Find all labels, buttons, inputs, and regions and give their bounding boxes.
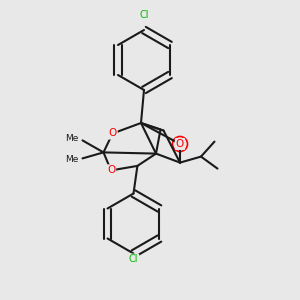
Text: O: O [108,128,117,139]
Text: Me: Me [65,134,79,143]
Text: O: O [107,165,115,176]
Text: Cl: Cl [139,10,149,20]
Text: Cl: Cl [129,254,138,265]
Text: Me: Me [65,155,79,164]
Text: O: O [176,139,184,149]
